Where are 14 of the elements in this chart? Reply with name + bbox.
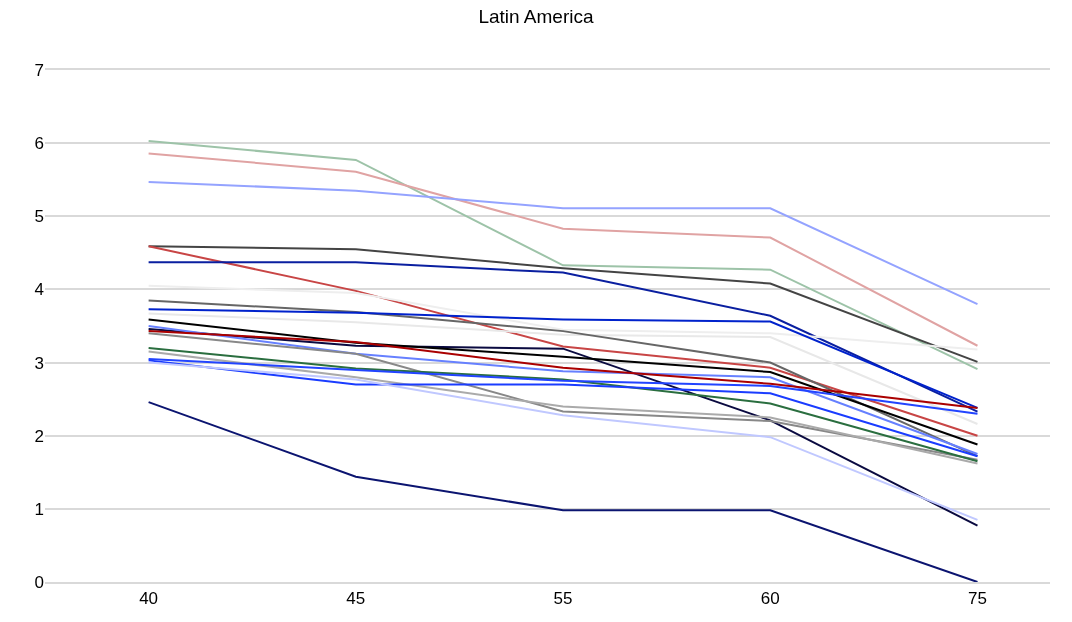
y-tick-label: 5 [34,207,44,227]
y-tick-label: 6 [34,134,44,154]
y-tick-label: 1 [34,499,44,519]
y-tick-label: 0 [34,572,44,592]
x-tick-label: 60 [760,589,780,609]
y-tick-label: 4 [34,280,44,300]
x-tick-label: 75 [968,589,987,609]
chart-title: Latin America [478,5,594,27]
x-tick-label: 45 [346,589,366,609]
y-tick-label: 2 [34,426,44,446]
x-tick-label: 40 [139,589,159,609]
y-tick-label: 3 [34,353,44,373]
x-tick-label: 55 [553,589,573,609]
y-tick-label: 7 [34,60,44,80]
